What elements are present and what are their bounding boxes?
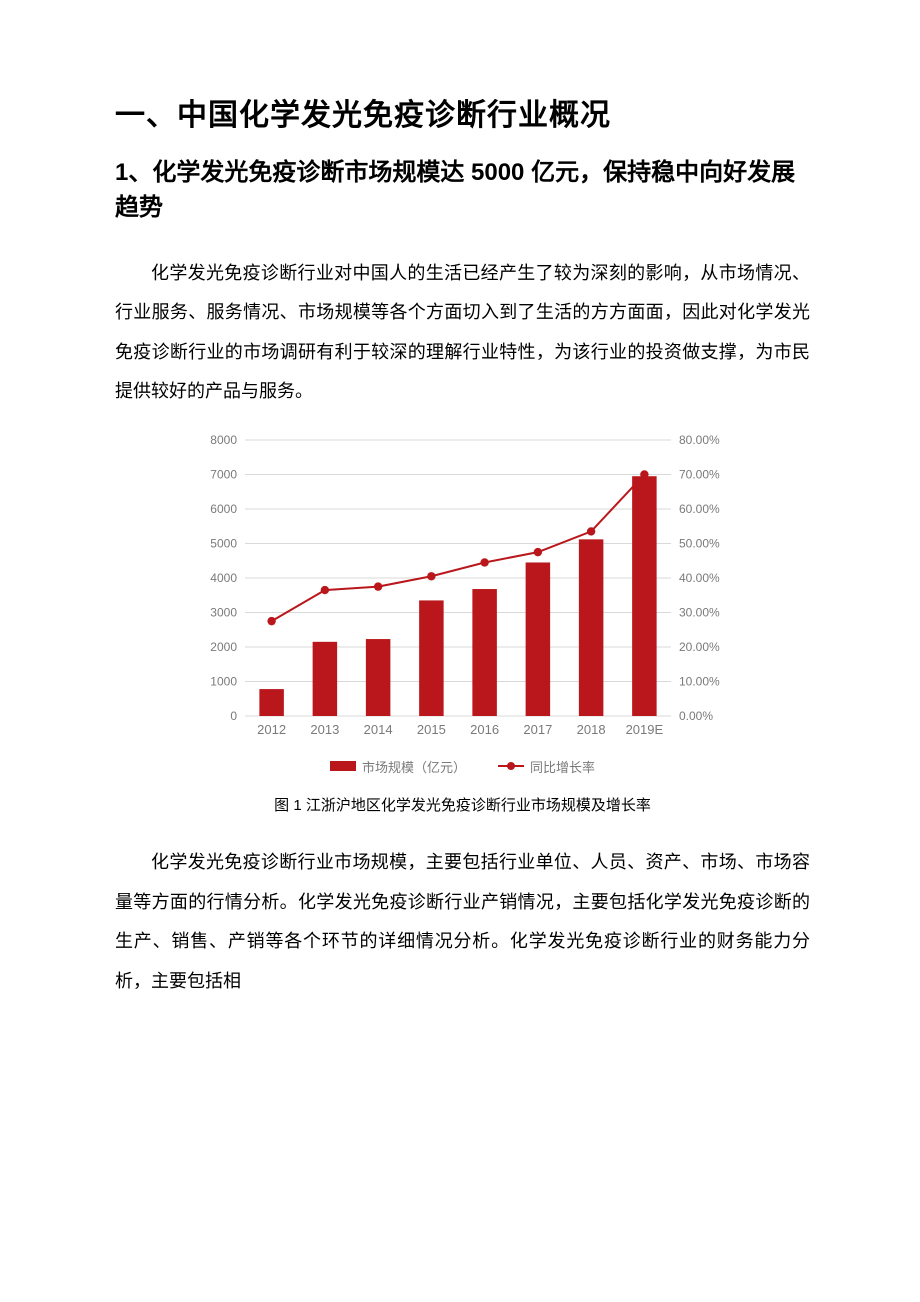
legend-bar: 市场规模（亿元） bbox=[330, 757, 466, 776]
svg-text:3000: 3000 bbox=[210, 605, 237, 619]
svg-text:8000: 8000 bbox=[210, 433, 237, 447]
svg-text:4000: 4000 bbox=[210, 571, 237, 585]
svg-text:2015: 2015 bbox=[416, 722, 445, 737]
market-chart: 0 1000 2000 3000 4000 5000 6000 7000 8000 0.00% 10… bbox=[183, 430, 743, 776]
chart-legend: 市场规模（亿元） 同比增长率 bbox=[183, 757, 743, 776]
svg-text:80.00%: 80.00% bbox=[679, 433, 720, 447]
svg-text:60.00%: 60.00% bbox=[679, 502, 720, 516]
svg-text:7000: 7000 bbox=[210, 467, 237, 481]
subsection-heading: 1、化学发光免疫诊断市场规模达 5000 亿元，保持稳中向好发展趋势 bbox=[115, 156, 810, 226]
svg-text:5000: 5000 bbox=[210, 536, 237, 550]
chart-svg: 0 1000 2000 3000 4000 5000 6000 7000 8000 0.00% 10… bbox=[183, 430, 743, 750]
svg-text:70.00%: 70.00% bbox=[679, 467, 720, 481]
chart-caption: 图 1 江浙沪地区化学发光免疫诊断行业市场规模及增长率 bbox=[115, 794, 810, 815]
legend-line-swatch bbox=[498, 765, 524, 767]
legend-line: 同比增长率 bbox=[498, 757, 595, 776]
svg-text:50.00%: 50.00% bbox=[679, 536, 720, 550]
section-heading: 一、中国化学发光免疫诊断行业概况 bbox=[115, 90, 810, 134]
svg-text:2016: 2016 bbox=[470, 722, 499, 737]
svg-text:30.00%: 30.00% bbox=[679, 605, 720, 619]
svg-text:0.00%: 0.00% bbox=[679, 709, 713, 723]
svg-text:20.00%: 20.00% bbox=[679, 640, 720, 654]
legend-bar-swatch bbox=[330, 761, 356, 771]
svg-text:2019E: 2019E bbox=[625, 722, 663, 737]
svg-text:40.00%: 40.00% bbox=[679, 571, 720, 585]
svg-text:2000: 2000 bbox=[210, 640, 237, 654]
svg-text:2014: 2014 bbox=[363, 722, 392, 737]
svg-text:2013: 2013 bbox=[310, 722, 339, 737]
intro-paragraph: 化学发光免疫诊断行业对中国人的生活已经产生了较为深刻的影响，从市场情况、行业服务… bbox=[115, 254, 810, 412]
svg-text:2017: 2017 bbox=[523, 722, 552, 737]
svg-text:2012: 2012 bbox=[257, 722, 286, 737]
svg-text:2018: 2018 bbox=[576, 722, 605, 737]
legend-line-label: 同比增长率 bbox=[530, 757, 595, 776]
svg-text:1000: 1000 bbox=[210, 674, 237, 688]
body-paragraph-2: 化学发光免疫诊断行业市场规模，主要包括行业单位、人员、资产、市场、市场容量等方面… bbox=[115, 843, 810, 1001]
svg-text:0: 0 bbox=[230, 709, 237, 723]
svg-text:6000: 6000 bbox=[210, 502, 237, 516]
legend-bar-label: 市场规模（亿元） bbox=[362, 757, 466, 776]
svg-text:10.00%: 10.00% bbox=[679, 674, 720, 688]
